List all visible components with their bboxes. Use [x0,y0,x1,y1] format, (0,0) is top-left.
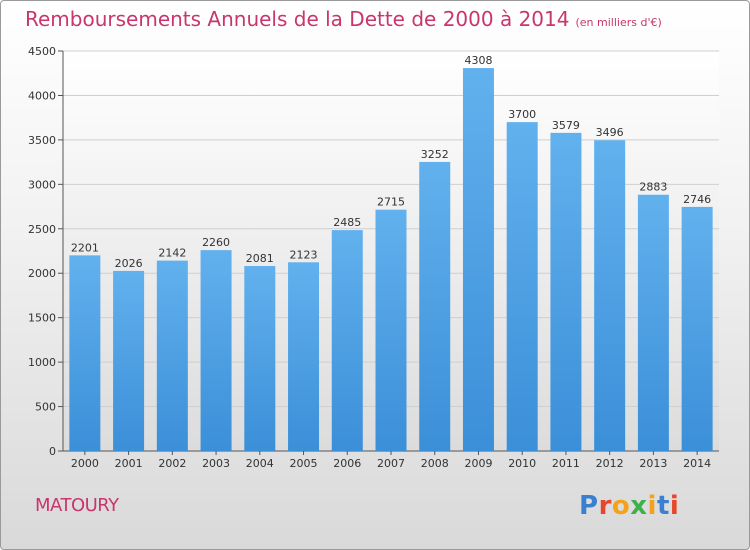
logo-letter: r [598,491,612,521]
bar [462,68,494,452]
bar [288,262,320,451]
logo-letter: x [630,491,648,521]
y-tick-label: 3000 [28,178,56,191]
bar [156,260,188,451]
data-label: 2142 [158,247,186,260]
x-tick-label: 2007 [377,457,405,470]
bar [69,255,101,451]
bar [681,206,713,451]
x-tick-label: 2013 [639,457,667,470]
x-tick-label: 2010 [508,457,536,470]
y-tick-label: 1000 [28,356,56,369]
y-tick-label: 0 [49,445,56,458]
data-label: 4308 [464,54,492,67]
y-tick-label: 4500 [28,45,56,58]
y-tick-label: 2500 [28,223,56,236]
x-tick-label: 2008 [421,457,449,470]
chart-title: Remboursements Annuels de la Dette de 20… [25,7,662,31]
bar [331,230,363,451]
bar [637,194,669,451]
commune-name: MATOURY [35,495,119,516]
data-label: 2485 [333,216,361,229]
data-label: 2081 [246,252,274,265]
y-tick-label: 4000 [28,89,56,102]
y-tick-label: 500 [35,401,56,414]
logo-letter: i [669,491,680,521]
logo-letter: i [647,491,657,521]
x-tick-label: 2004 [246,457,274,470]
x-tick-label: 2014 [683,457,711,470]
x-tick-label: 2000 [71,457,99,470]
data-label: 3496 [596,126,624,139]
proxiti-logo: Proxiti [579,491,679,521]
bar [113,270,145,451]
logo-letter: t [656,491,670,521]
x-tick-label: 2011 [552,457,580,470]
x-tick-label: 2002 [158,457,186,470]
bar [200,250,232,451]
bar [244,266,276,451]
x-tick-label: 2003 [202,457,230,470]
bar [506,122,538,451]
data-label: 3579 [552,119,580,132]
bar [594,140,626,451]
y-tick-label: 1500 [28,312,56,325]
data-label: 2883 [639,181,667,194]
y-tick-label: 3500 [28,134,56,147]
x-tick-label: 2012 [596,457,624,470]
data-label: 3252 [421,148,449,161]
data-label: 2201 [71,241,99,254]
data-label: 3700 [508,108,536,121]
data-label: 2026 [115,257,143,270]
bar [550,132,582,451]
x-tick-label: 2001 [115,457,143,470]
bar [419,161,451,451]
x-tick-label: 2009 [464,457,492,470]
chart-title-text: Remboursements Annuels de la Dette de 20… [25,7,570,31]
data-label: 2123 [290,248,318,261]
data-label: 2715 [377,196,405,209]
chart-subtitle: (en milliers d'€) [575,16,662,29]
logo-letter: P [579,491,599,521]
data-label: 2260 [202,236,230,249]
data-label: 2746 [683,193,711,206]
bar [375,209,407,451]
x-tick-label: 2005 [290,457,318,470]
x-tick-label: 2006 [333,457,361,470]
logo-letter: o [611,491,631,521]
y-tick-label: 2000 [28,267,56,280]
